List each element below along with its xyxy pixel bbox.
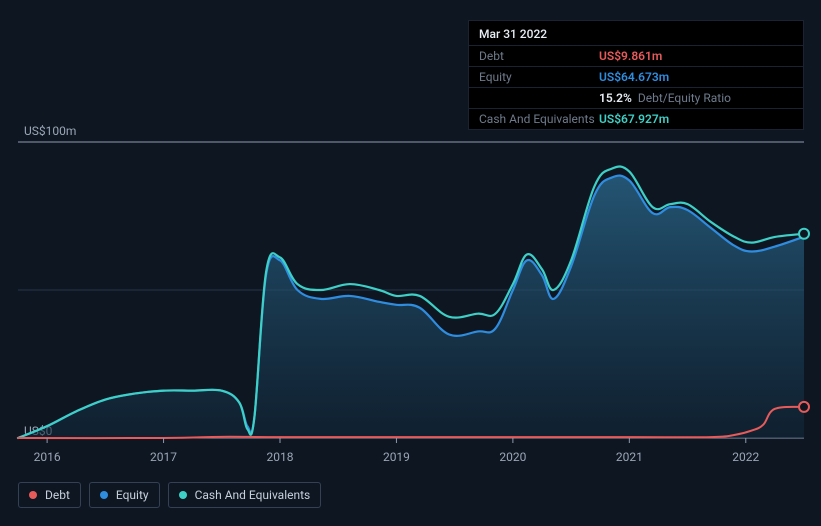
x-axis-tick-label: 2018 <box>267 450 294 464</box>
legend-label: Cash And Equivalents <box>195 488 311 502</box>
x-axis-tick-label: 2019 <box>383 450 410 464</box>
legend-swatch-icon <box>29 491 37 499</box>
x-axis-tick-label: 2017 <box>150 450 177 464</box>
legend-item[interactable]: Cash And Equivalents <box>168 482 322 508</box>
tooltip-row: 15.2% Debt/Equity Ratio <box>469 88 803 109</box>
chart-legend: Debt Equity Cash And Equivalents <box>18 482 321 508</box>
x-axis-tick-label: 2022 <box>732 450 759 464</box>
legend-swatch-icon <box>100 491 108 499</box>
tooltip-row-label: Cash And Equivalents <box>479 112 599 126</box>
tooltip-row-value: US$67.927m <box>599 112 669 126</box>
tooltip-row: DebtUS$9.861m <box>469 46 803 67</box>
tooltip-row: EquityUS$64.673m <box>469 67 803 88</box>
legend-swatch-icon <box>179 491 187 499</box>
legend-label: Equity <box>116 488 149 502</box>
tooltip-date: Mar 31 2022 <box>469 21 803 46</box>
tooltip-row-value: US$9.861m <box>599 49 662 63</box>
x-axis-tick-label: 2016 <box>34 450 61 464</box>
financial-chart: Mar 31 2022 DebtUS$9.861mEquityUS$64.673… <box>0 0 821 526</box>
tooltip-row-value: 15.2% <box>599 91 632 105</box>
hover-tooltip: Mar 31 2022 DebtUS$9.861mEquityUS$64.673… <box>468 20 804 130</box>
legend-item[interactable]: Equity <box>89 482 160 508</box>
x-axis-tick-label: 2021 <box>616 450 643 464</box>
tooltip-row-label: Debt <box>479 49 599 63</box>
tooltip-row: Cash And EquivalentsUS$67.927m <box>469 109 803 129</box>
tooltip-row-suffix: Debt/Equity Ratio <box>638 91 731 105</box>
tooltip-rows: DebtUS$9.861mEquityUS$64.673m15.2%Debt/E… <box>469 46 803 129</box>
x-axis-tick-label: 2020 <box>499 450 526 464</box>
tooltip-row-label: Equity <box>479 70 599 84</box>
legend-item[interactable]: Debt <box>18 482 81 508</box>
tooltip-row-value: US$64.673m <box>599 70 669 84</box>
legend-label: Debt <box>45 488 70 502</box>
